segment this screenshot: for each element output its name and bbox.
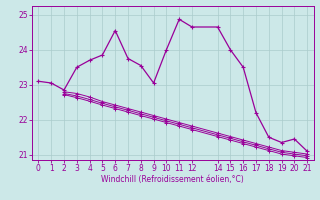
X-axis label: Windchill (Refroidissement éolien,°C): Windchill (Refroidissement éolien,°C) [101, 175, 244, 184]
